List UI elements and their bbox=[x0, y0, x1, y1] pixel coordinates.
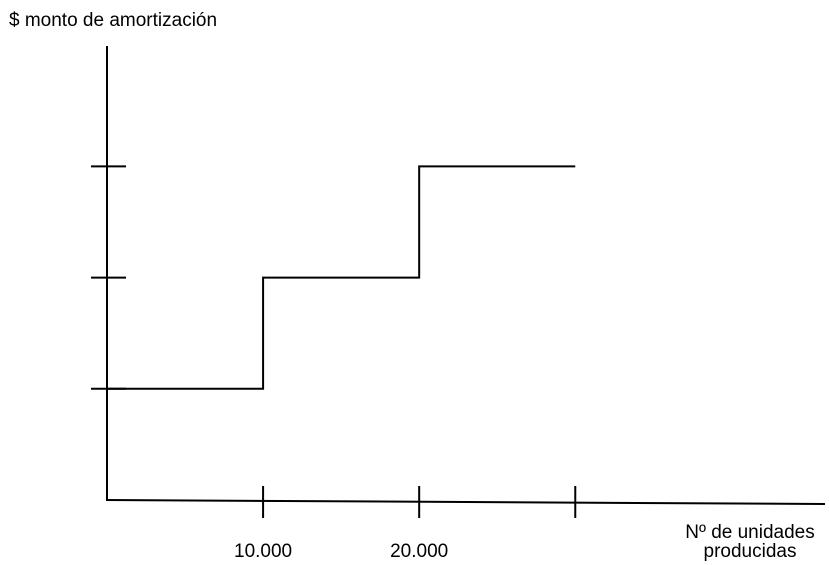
x-axis-label-line-1: Nº de unidades bbox=[685, 522, 814, 543]
x-tick-label-1: 10.000 bbox=[234, 541, 292, 562]
y-axis-label: $ monto de amortización bbox=[9, 10, 217, 31]
series bbox=[107, 165, 576, 390]
axes bbox=[105, 46, 826, 505]
series-line-1 bbox=[107, 165, 576, 390]
ticks: 10.000 20.000 bbox=[91, 165, 577, 562]
x-axis-label-line-2: producidas bbox=[704, 541, 797, 562]
x-tick-label-2: 20.000 bbox=[390, 541, 448, 562]
x-axis-line bbox=[105, 499, 826, 505]
